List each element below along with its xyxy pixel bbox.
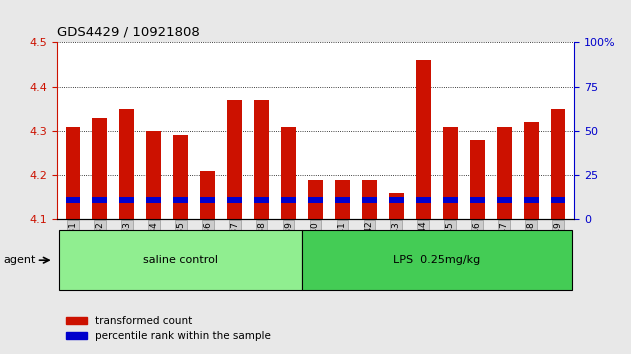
Bar [362, 197, 377, 202]
Bar [93, 197, 107, 202]
Bar [551, 197, 565, 202]
Bar [443, 126, 457, 219]
Bar [146, 197, 161, 202]
Text: saline control: saline control [143, 255, 218, 265]
Bar [281, 126, 296, 219]
Bar [254, 197, 269, 202]
Bar [200, 197, 215, 202]
Bar [443, 197, 457, 202]
Bar [470, 197, 485, 202]
Bar [497, 126, 512, 219]
Bar [174, 197, 188, 202]
Bar [551, 109, 565, 219]
Bar [362, 179, 377, 219]
Bar [174, 135, 188, 219]
Bar [119, 197, 134, 202]
Legend: transformed count, percentile rank within the sample: transformed count, percentile rank withi… [62, 312, 275, 345]
Bar [308, 179, 323, 219]
Bar [389, 197, 404, 202]
Bar [93, 118, 107, 219]
Bar [524, 122, 538, 219]
Bar [66, 126, 80, 219]
Text: agent: agent [3, 255, 35, 265]
Bar [416, 197, 431, 202]
Bar [470, 140, 485, 219]
Bar [254, 100, 269, 219]
Bar [308, 197, 323, 202]
Bar [66, 197, 80, 202]
Bar [200, 171, 215, 219]
Bar [416, 60, 431, 219]
Bar [281, 197, 296, 202]
Bar [335, 179, 350, 219]
Bar [146, 131, 161, 219]
Bar [119, 109, 134, 219]
Bar [335, 197, 350, 202]
Text: LPS  0.25mg/kg: LPS 0.25mg/kg [393, 255, 480, 265]
Bar [497, 197, 512, 202]
Bar [389, 193, 404, 219]
Bar [524, 197, 538, 202]
Bar [227, 100, 242, 219]
Bar [227, 197, 242, 202]
Text: GDS4429 / 10921808: GDS4429 / 10921808 [57, 25, 199, 39]
